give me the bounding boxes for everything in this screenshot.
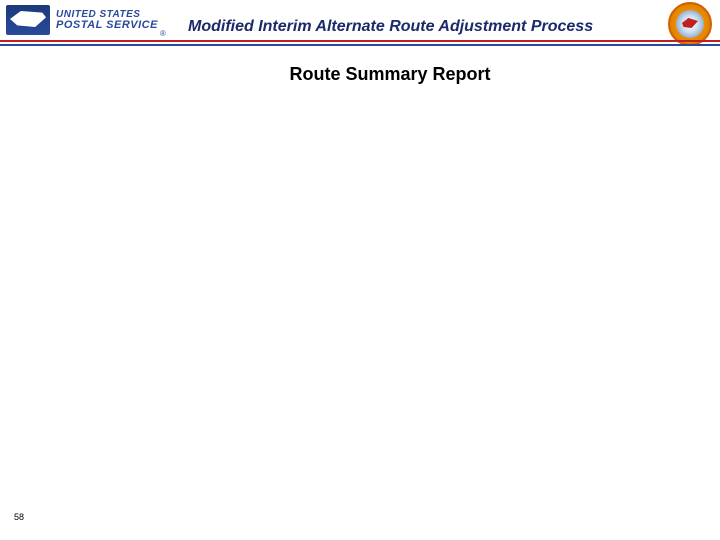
usps-logo-line1: UNITED STATES — [56, 10, 158, 20]
page-number: 58 — [14, 512, 24, 522]
header-title: Modified Interim Alternate Route Adjustm… — [188, 18, 593, 36]
slide-header: UNITED STATES POSTAL SERVICE ® Modified … — [0, 0, 720, 48]
usps-logo: UNITED STATES POSTAL SERVICE ® — [6, 0, 178, 40]
divider-red — [0, 40, 720, 42]
divider-blue — [0, 44, 720, 46]
page-title: Route Summary Report — [0, 64, 720, 85]
usps-logo-line2: POSTAL SERVICE — [56, 20, 158, 31]
usps-logo-text: UNITED STATES POSTAL SERVICE — [56, 10, 158, 31]
seal-inner-icon — [676, 10, 704, 38]
registered-mark: ® — [160, 29, 166, 40]
eagle-icon — [6, 5, 50, 35]
